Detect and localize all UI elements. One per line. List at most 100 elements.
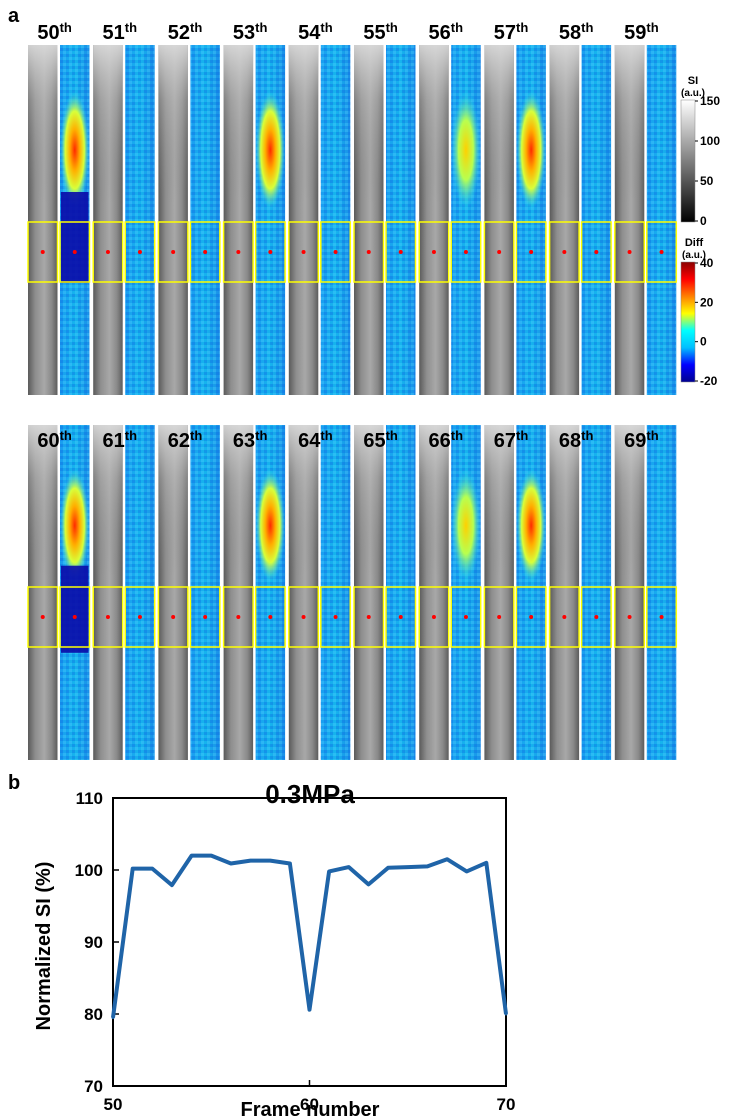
diff-image-texture [646, 425, 677, 760]
data-point [150, 867, 154, 871]
frame-pair: 69th [614, 425, 678, 760]
frame-label: 69th [624, 428, 659, 452]
roi-marker [236, 250, 241, 254]
data-point [484, 861, 488, 865]
data-point [249, 859, 253, 863]
y-tick-label: 90 [84, 933, 103, 952]
roi-box [92, 586, 124, 648]
roi-marker [659, 615, 664, 619]
diff-image-texture [386, 425, 416, 760]
roi-box [385, 586, 417, 648]
roi-marker [72, 615, 77, 619]
diff-hotspot [451, 90, 481, 210]
roi-box [288, 221, 320, 283]
roi-box [515, 586, 547, 648]
frame-pair: 60th [27, 425, 91, 760]
y-tick-label: 80 [84, 1005, 103, 1024]
raw-image-highlight [419, 425, 449, 576]
raw-image-highlight [288, 45, 319, 203]
roi-marker [203, 615, 208, 619]
x-tick-label: 50 [104, 1095, 123, 1114]
colorbar-tick-label: 150 [700, 94, 720, 108]
roi-marker [497, 615, 502, 619]
y-axis-ticks: 110 100 90 80 70 [75, 789, 119, 1096]
frame-label: 64th [298, 428, 333, 452]
frame-pair: 57th [483, 20, 547, 395]
panel-a-letter: a [8, 5, 20, 27]
roi-marker [105, 615, 110, 619]
roi-marker [562, 615, 567, 619]
data-point [406, 865, 410, 869]
frame-pair: 67th [483, 425, 547, 760]
diff-image-texture [581, 45, 612, 395]
diff-hotspot [60, 468, 90, 583]
raw-image-highlight [549, 425, 580, 576]
roi-box [483, 586, 515, 648]
panel-b-chart: b 0.3MPa 110 100 90 80 70 50 60 70 Frame numbe… [8, 772, 515, 1117]
roi-marker [268, 615, 273, 619]
colorbar-tick-label: 40 [700, 256, 714, 270]
roi-box [353, 586, 385, 648]
diff-image-texture [125, 45, 155, 395]
roi-marker [627, 615, 632, 619]
roi-box [385, 221, 417, 283]
raw-image-highlight [28, 425, 58, 576]
plot-frame [112, 797, 507, 1087]
roi-marker [268, 250, 273, 254]
roi-marker [529, 250, 534, 254]
diff-hotspot [255, 468, 286, 583]
data-point [229, 862, 233, 866]
data-point [170, 883, 174, 887]
roi-box [59, 586, 91, 648]
frame-pair: 66th [418, 425, 482, 760]
raw-image-highlight [93, 425, 123, 576]
colorbar-si-gradient [680, 99, 696, 223]
frame-row: 60th 61th 62th 63th 64th 65th 66th 67th 68th 69th [27, 425, 678, 760]
diff-image-texture [190, 45, 220, 395]
roi-marker [301, 615, 306, 619]
frame-label: 67th [494, 428, 529, 452]
roi-box [646, 586, 678, 648]
diff-image-texture [320, 45, 351, 395]
frame-label: 54th [298, 20, 333, 44]
frame-pair: 62th [157, 425, 221, 760]
raw-image-highlight [223, 425, 254, 576]
data-point [209, 854, 213, 858]
x-axis-ticks: 50 60 70 [104, 1080, 515, 1114]
roi-marker [137, 250, 142, 254]
series-line [111, 853, 508, 1018]
roi-marker [137, 615, 142, 619]
roi-box [450, 586, 482, 648]
roi-marker [333, 615, 338, 619]
data-point [445, 857, 449, 861]
frame-pair: 58th [548, 20, 612, 395]
data-point [386, 866, 390, 870]
frame-pair: 51th [92, 20, 156, 395]
raw-image-highlight [419, 45, 449, 203]
roi-marker [463, 250, 468, 254]
roi-marker [105, 250, 110, 254]
colorbar-tick-label: 0 [700, 335, 707, 349]
roi-marker [594, 615, 599, 619]
roi-box [580, 586, 612, 648]
frame-label: 57th [494, 20, 529, 44]
colorbar-si: SI (a.u.) 150 100 50 0 [680, 75, 720, 228]
data-point [327, 869, 331, 873]
frame-row: 50th 51th 52th 53th 54th 55th 56th 57th 58th 59th [27, 20, 678, 395]
data-point [288, 862, 292, 866]
diff-void-region [61, 192, 89, 283]
colorbar-diff-unit: (a.u.) [682, 250, 706, 261]
roi-marker [333, 250, 338, 254]
frame-pair: 61th [92, 425, 156, 760]
frame-pair: 64th [288, 425, 352, 760]
roi-box [646, 221, 678, 283]
roi-marker [203, 250, 208, 254]
colorbar-tick-label: 100 [700, 134, 720, 148]
roi-box [288, 586, 320, 648]
raw-image-highlight [158, 425, 188, 576]
frame-label: 59th [624, 20, 659, 44]
roi-box [353, 221, 385, 283]
raw-image-highlight [614, 425, 645, 576]
roi-box [418, 221, 450, 283]
frame-pair: 54th [288, 20, 352, 395]
